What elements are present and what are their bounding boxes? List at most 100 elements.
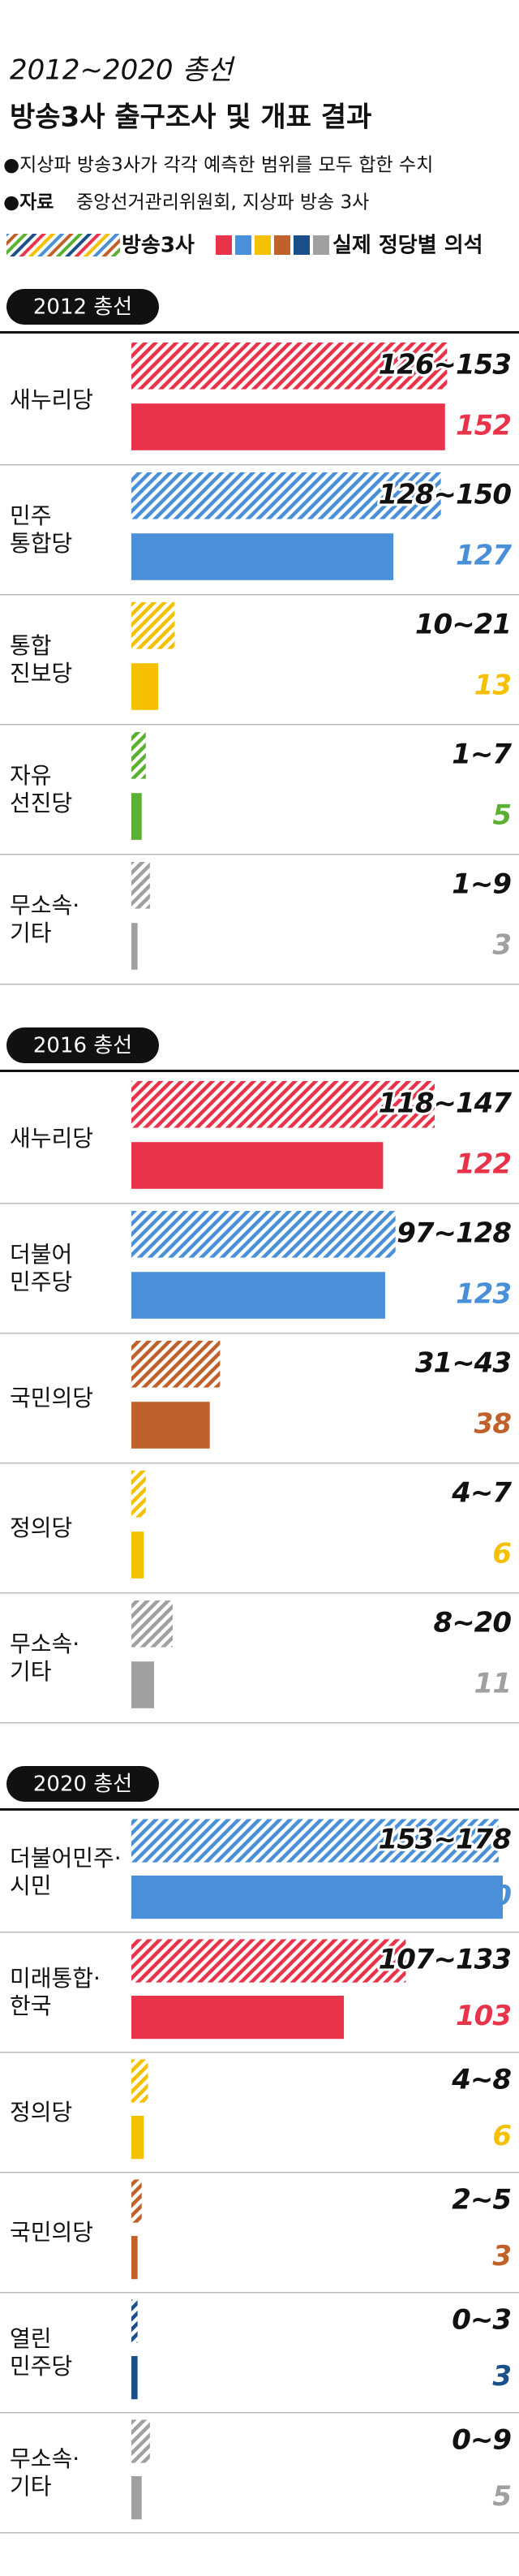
section-title: 2016 총선 — [33, 1034, 132, 1058]
actual-bar — [131, 2475, 142, 2520]
actual-bar — [131, 793, 142, 840]
forecast-bar — [131, 1081, 435, 1128]
legend-swatches — [216, 235, 329, 255]
party-name: 자유 선진당 — [10, 762, 72, 816]
actual-bar — [131, 403, 445, 450]
row-divider — [0, 1462, 519, 1464]
actual-bar — [131, 1402, 210, 1449]
source: 중앙선거관리위원회, 지상파 방송 3사 — [76, 192, 369, 213]
actual-label: 122 — [456, 1148, 511, 1181]
forecast-bar — [131, 472, 441, 519]
actual-label: 38 — [474, 1408, 512, 1441]
forecast-bar — [131, 602, 175, 649]
forecast-bar — [131, 862, 150, 909]
actual-bar — [131, 1142, 384, 1189]
party-name: 무소속· 기타 — [10, 1630, 79, 1685]
row-divider — [0, 984, 519, 985]
actual-bar — [131, 1272, 385, 1319]
row-divider — [0, 1592, 519, 1594]
party-name: 미래통합· 한국 — [10, 1965, 101, 2019]
actual-label: 3 — [492, 929, 511, 962]
note: ●지상파 방송3사가 각각 예측한 범위를 모두 합한 수치 — [3, 155, 433, 176]
forecast-label: 31~43 — [415, 1346, 511, 1379]
source-label: ●자료 — [3, 192, 54, 213]
row-divider — [0, 2052, 519, 2053]
party-name: 더불어 민주당 — [10, 1241, 72, 1295]
actual-bar — [131, 1875, 503, 1919]
forecast-bar — [131, 1939, 406, 1983]
party-name: 정의당 — [10, 1514, 72, 1541]
actual-bar — [131, 1995, 345, 2040]
actual-bar — [131, 923, 138, 970]
title: 2012~2020 총선 — [10, 54, 236, 87]
row-divider — [0, 1333, 519, 1334]
actual-bar — [131, 1661, 154, 1708]
row-divider — [0, 594, 519, 596]
actual-bar — [131, 2235, 138, 2280]
forecast-bar — [131, 2419, 150, 2463]
subtitle: 방송3사 출구조사 및 개표 결과 — [10, 101, 371, 134]
forecast-label: 118~147 — [379, 1087, 513, 1119]
forecast-bar — [131, 732, 146, 779]
actual-label: 3 — [492, 2360, 511, 2393]
row-divider — [0, 2412, 519, 2414]
party-name: 민주 통합당 — [10, 502, 72, 557]
forecast-bar — [131, 2299, 138, 2343]
legend-label: 방송3사 — [122, 234, 195, 258]
forecast-bar — [131, 1819, 499, 1863]
actual-bar — [131, 533, 394, 580]
actual-label: 5 — [492, 2480, 511, 2513]
section-title: 2012 총선 — [33, 295, 132, 320]
forecast-bar — [131, 1211, 396, 1258]
actual-label: 127 — [456, 540, 512, 572]
forecast-bar — [131, 2179, 142, 2223]
section-title: 2020 총선 — [33, 1773, 132, 1797]
actual-bar — [131, 2115, 144, 2160]
party-name: 열린 민주당 — [10, 2325, 72, 2380]
forecast-label: 0~9 — [452, 2424, 511, 2457]
forecast-bar — [131, 1341, 221, 1388]
section-pill — [6, 1766, 159, 1802]
actual-label: 6 — [492, 2120, 511, 2152]
forecast-label: 128~150 — [379, 478, 512, 510]
row-divider — [0, 464, 519, 466]
party-name: 무소속· 기타 — [10, 892, 79, 946]
party-name: 정의당 — [10, 2099, 72, 2126]
forecast-label: 4~7 — [451, 1476, 512, 1509]
row-divider — [0, 1722, 519, 1724]
actual-bar — [131, 2355, 138, 2400]
section-pill — [6, 1027, 159, 1063]
forecast-label: 153~178 — [379, 1824, 512, 1856]
actual-label: 180 — [456, 1880, 511, 1912]
legend-label: 실제 정당별 의석 — [332, 234, 483, 258]
row-divider — [0, 2172, 519, 2173]
section-rule — [0, 1808, 519, 1811]
party-name: 국민의당 — [10, 1385, 93, 1411]
forecast-label: 2~5 — [452, 2184, 511, 2216]
actual-label: 6 — [492, 1538, 511, 1570]
row-divider — [0, 2532, 519, 2534]
party-name: 새누리당 — [10, 1125, 93, 1152]
actual-label: 3 — [492, 2240, 511, 2272]
forecast-label: 1~7 — [452, 738, 512, 770]
actual-bar — [131, 663, 159, 710]
forecast-label: 1~9 — [452, 868, 511, 900]
actual-label: 103 — [456, 2000, 511, 2032]
row-divider — [0, 724, 519, 726]
party-name: 새누리당 — [10, 386, 93, 413]
actual-label: 152 — [456, 410, 511, 442]
actual-label: 123 — [456, 1278, 511, 1311]
forecast-label: 4~8 — [451, 2064, 511, 2096]
section-rule — [0, 331, 519, 334]
forecast-bar — [131, 342, 448, 390]
forecast-label: 8~20 — [434, 1606, 512, 1639]
forecast-bar — [131, 1600, 173, 1648]
forecast-label: 97~128 — [397, 1217, 511, 1249]
actual-label: 5 — [492, 799, 511, 832]
forecast-bar — [131, 1471, 146, 1518]
actual-label: 11 — [474, 1668, 511, 1700]
party-name: 더불어민주· 시민 — [10, 1845, 122, 1899]
actual-bar — [131, 1531, 144, 1579]
legend-swatch-hatched — [6, 234, 120, 256]
